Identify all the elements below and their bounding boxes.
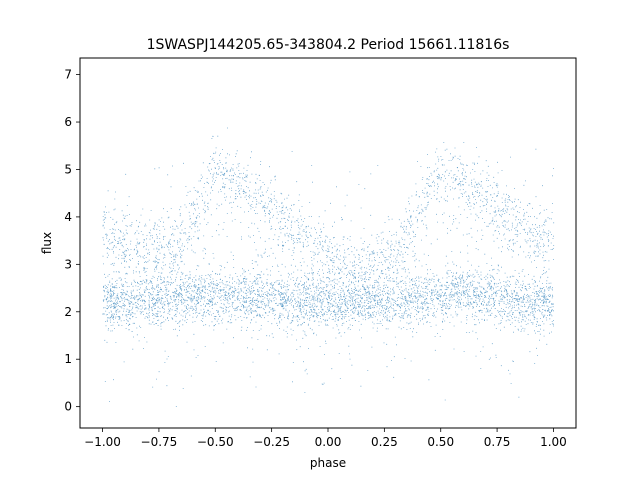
y-tick-label: 6	[64, 115, 72, 129]
x-axis: −1.00 −0.75 −0.50 −0.25 0.00 0.25 0.50 0.75 1.00	[84, 428, 567, 449]
chart-title: 1SWASPJ144205.65-343804.2 Period 15661.1…	[147, 37, 510, 53]
y-tick-label: 0	[64, 400, 72, 414]
y-tick-label: 5	[64, 162, 72, 176]
x-tick-label: 0.25	[371, 435, 398, 449]
x-tick-label: 0.00	[315, 435, 342, 449]
x-tick-label: −0.50	[197, 435, 234, 449]
y-tick-label: 3	[64, 257, 72, 271]
flux-points	[102, 127, 555, 407]
y-tick-label: 2	[64, 305, 72, 319]
y-axis-label: flux	[40, 232, 54, 254]
y-tick-label: 1	[64, 352, 72, 366]
x-tick-label: −0.25	[253, 435, 290, 449]
x-tick-label: −1.00	[84, 435, 121, 449]
x-tick-label: −0.75	[141, 435, 178, 449]
x-tick-label: 0.75	[484, 435, 511, 449]
scatter-points	[102, 127, 555, 407]
y-tick-label: 7	[64, 68, 72, 82]
x-tick-label: 0.50	[427, 435, 454, 449]
y-axis: 0 1 2 3 4 5 6 7	[64, 68, 80, 414]
y-tick-label: 4	[64, 210, 72, 224]
x-tick-label: 1.00	[540, 435, 567, 449]
x-axis-label: phase	[310, 456, 346, 470]
